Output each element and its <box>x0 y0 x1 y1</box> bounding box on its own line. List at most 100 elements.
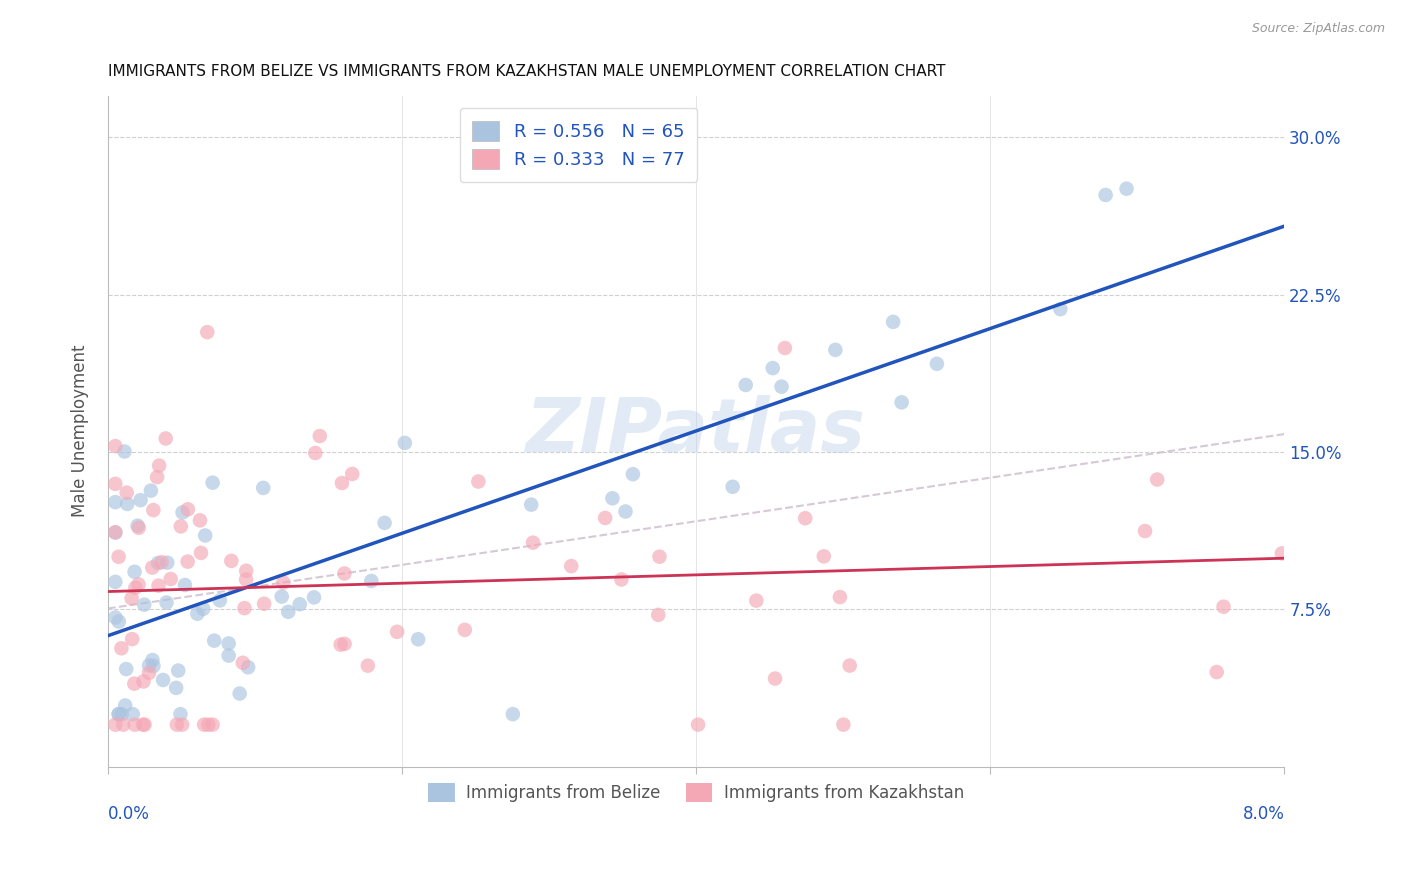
Point <box>385 624 408 639</box>
Point <box>770 379 793 393</box>
Point <box>156 556 179 570</box>
Point <box>1094 188 1116 202</box>
Point <box>1049 302 1071 317</box>
Point <box>773 341 796 355</box>
Point <box>166 717 188 731</box>
Point <box>734 378 756 392</box>
Point <box>208 593 231 607</box>
Point <box>832 717 855 731</box>
Point <box>252 481 274 495</box>
Point <box>167 664 190 678</box>
Point <box>110 641 132 656</box>
Legend: Immigrants from Belize, Immigrants from Kazakhstan: Immigrants from Belize, Immigrants from … <box>422 776 972 808</box>
Point <box>1271 546 1294 560</box>
Text: Source: ZipAtlas.com: Source: ZipAtlas.com <box>1251 22 1385 36</box>
Point <box>218 648 240 663</box>
Point <box>273 575 295 590</box>
Point <box>374 516 396 530</box>
Point <box>128 521 150 535</box>
Point <box>127 518 149 533</box>
Point <box>138 665 160 680</box>
Point <box>277 605 299 619</box>
Point <box>121 591 143 606</box>
Point <box>104 525 127 540</box>
Point <box>132 717 155 731</box>
Point <box>176 555 198 569</box>
Point <box>221 554 243 568</box>
Point <box>520 498 543 512</box>
Point <box>360 574 382 588</box>
Point <box>308 429 330 443</box>
Point <box>129 493 152 508</box>
Point <box>648 549 671 564</box>
Point <box>647 607 669 622</box>
Point <box>233 601 256 615</box>
Point <box>882 315 904 329</box>
Point <box>174 578 197 592</box>
Point <box>236 660 259 674</box>
Point <box>838 658 860 673</box>
Point <box>141 653 163 667</box>
Point <box>193 717 215 731</box>
Point <box>114 698 136 713</box>
Point <box>824 343 846 357</box>
Point <box>134 598 156 612</box>
Point <box>186 607 208 621</box>
Point <box>302 591 325 605</box>
Point <box>522 535 544 549</box>
Point <box>115 485 138 500</box>
Point <box>890 395 912 409</box>
Text: ZIPatlas: ZIPatlas <box>526 394 866 467</box>
Point <box>159 572 181 586</box>
Point <box>330 476 353 491</box>
Point <box>745 593 768 607</box>
Point <box>177 502 200 516</box>
Point <box>124 565 146 579</box>
Point <box>828 590 851 604</box>
Point <box>253 597 276 611</box>
Point <box>148 579 170 593</box>
Point <box>686 717 709 731</box>
Point <box>152 673 174 687</box>
Point <box>304 446 326 460</box>
Point <box>141 560 163 574</box>
Point <box>288 597 311 611</box>
Text: IMMIGRANTS FROM BELIZE VS IMMIGRANTS FROM KAZAKHSTAN MALE UNEMPLOYMENT CORRELATI: IMMIGRANTS FROM BELIZE VS IMMIGRANTS FRO… <box>108 64 945 79</box>
Point <box>108 615 131 629</box>
Point <box>107 707 129 722</box>
Point <box>762 361 785 376</box>
Point <box>270 590 292 604</box>
Point <box>172 717 194 731</box>
Point <box>621 467 644 482</box>
Point <box>155 595 177 609</box>
Point <box>1341 439 1364 453</box>
Point <box>467 475 489 489</box>
Point <box>112 717 135 731</box>
Point <box>1133 524 1156 538</box>
Point <box>139 483 162 498</box>
Point <box>394 436 416 450</box>
Point <box>721 480 744 494</box>
Point <box>104 717 127 731</box>
Point <box>170 519 193 533</box>
Point <box>134 717 156 731</box>
Point <box>104 574 127 589</box>
Point <box>155 432 177 446</box>
Point <box>195 325 218 339</box>
Point <box>104 525 127 540</box>
Point <box>1205 665 1227 679</box>
Point <box>218 636 240 650</box>
Point <box>202 633 225 648</box>
Point <box>138 658 160 673</box>
Point <box>593 511 616 525</box>
Point <box>763 672 786 686</box>
Point <box>1115 182 1137 196</box>
Point <box>107 707 129 722</box>
Point <box>142 659 165 673</box>
Point <box>406 632 429 647</box>
Point <box>132 674 155 689</box>
Point <box>333 637 356 651</box>
Point <box>121 707 143 722</box>
Point <box>169 707 191 722</box>
Point <box>124 581 146 595</box>
